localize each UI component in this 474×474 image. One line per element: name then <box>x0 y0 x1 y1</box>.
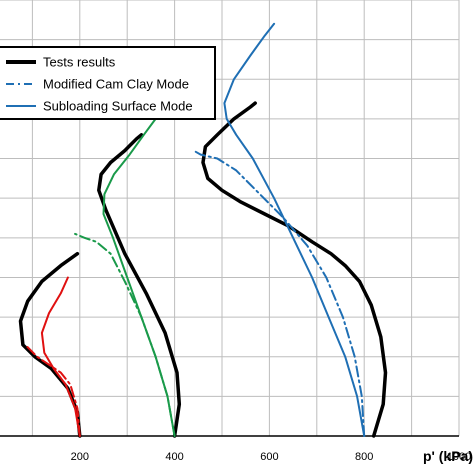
x-axis-label: p' (kPa) <box>423 448 473 464</box>
series-line-sub-800 <box>223 22 366 437</box>
x-tick-label: 600 <box>260 451 278 463</box>
series-line-sub-400 <box>102 117 176 437</box>
x-tick-label: 200 <box>71 451 89 463</box>
series-line-mcc-400 <box>74 232 176 437</box>
x-tick-label: 800 <box>355 451 373 463</box>
series-line-sub-200 <box>40 276 81 437</box>
x-tick-label: 1000 <box>447 451 471 463</box>
legend-label: Subloading Surface Mode <box>43 99 193 114</box>
legend-label: Modified Cam Clay Mode <box>43 77 189 92</box>
grid <box>0 0 460 436</box>
series-line-mcc-200 <box>24 343 81 437</box>
series-line-test-200 <box>18 251 82 438</box>
series-group <box>18 22 388 438</box>
series-line-test-800 <box>201 101 388 438</box>
legend-label: Tests results <box>43 55 116 70</box>
x-tick-labels: 200 400 600 800 1000 <box>71 451 472 463</box>
series-line-mcc-800 <box>192 149 366 437</box>
legend: Tests results Modified Cam Clay Mode Sublo… <box>0 46 216 120</box>
series-line-test-400 <box>97 133 182 438</box>
x-tick-label: 400 <box>165 451 183 463</box>
